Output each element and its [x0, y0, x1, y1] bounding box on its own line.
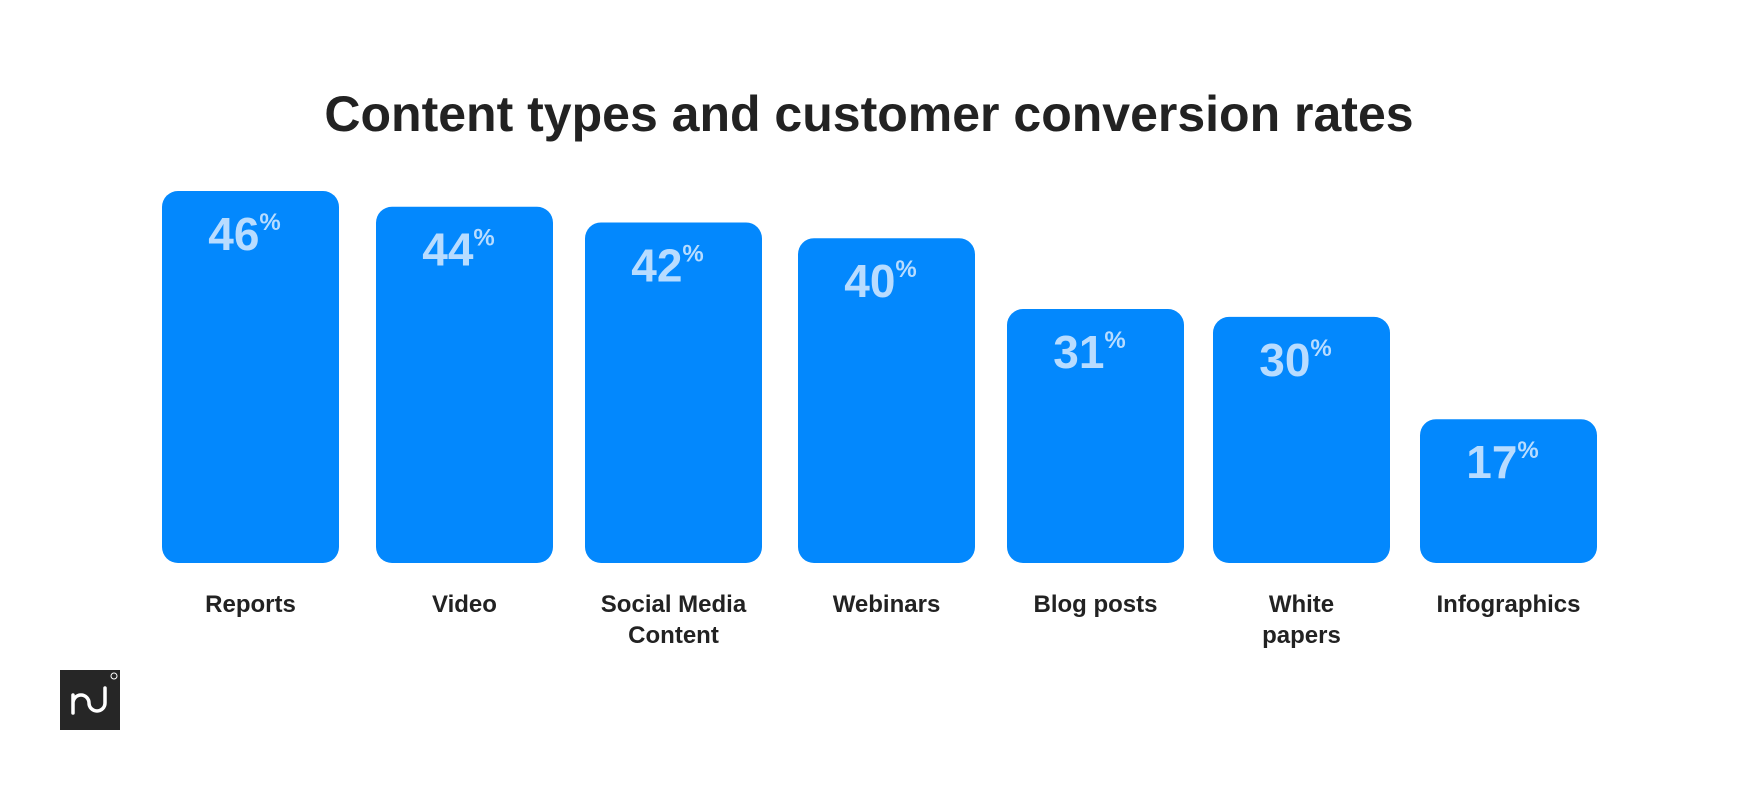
value-label: 17%: [1466, 436, 1539, 488]
bar: [798, 238, 975, 563]
value-suffix: %: [259, 209, 280, 236]
value-suffix: %: [1310, 335, 1331, 362]
value-number: 17: [1466, 436, 1517, 488]
value-label: 42%: [631, 239, 704, 291]
registered-mark-icon: [110, 672, 118, 680]
category-label: Content: [628, 622, 719, 649]
value-label: 30%: [1259, 334, 1332, 386]
bar: [1213, 316, 1390, 563]
bar: [1420, 419, 1597, 563]
bar: [376, 206, 553, 563]
category-label: Video: [432, 591, 497, 618]
value-suffix: %: [1517, 437, 1538, 464]
value-suffix: %: [1104, 327, 1125, 354]
value-label: 44%: [422, 224, 495, 276]
value-suffix: %: [682, 240, 703, 267]
value-number: 44: [422, 224, 474, 276]
bar: [585, 222, 762, 563]
logo: [60, 670, 120, 730]
value-number: 30: [1259, 334, 1310, 386]
value-suffix: %: [473, 225, 494, 252]
category-label: Blog posts: [1034, 591, 1158, 618]
value-label: 40%: [844, 255, 917, 307]
chart-title: Content types and customer conversion ra…: [324, 86, 1413, 142]
category-label: papers: [1262, 622, 1341, 649]
bar: [162, 190, 339, 564]
logo-mark: [71, 686, 107, 715]
value-number: 31: [1053, 326, 1104, 378]
category-label: Webinars: [833, 591, 941, 618]
category-label: Reports: [205, 591, 296, 618]
value-label: 46%: [208, 208, 281, 260]
value-label: 31%: [1053, 326, 1126, 378]
value-suffix: %: [895, 256, 916, 283]
category-label: Social Media: [601, 591, 747, 618]
value-number: 40: [844, 255, 895, 307]
category-label: Infographics: [1436, 591, 1580, 618]
bar: [1007, 309, 1184, 563]
category-label: White: [1269, 591, 1334, 618]
value-number: 42: [631, 239, 682, 291]
value-number: 46: [208, 208, 259, 260]
